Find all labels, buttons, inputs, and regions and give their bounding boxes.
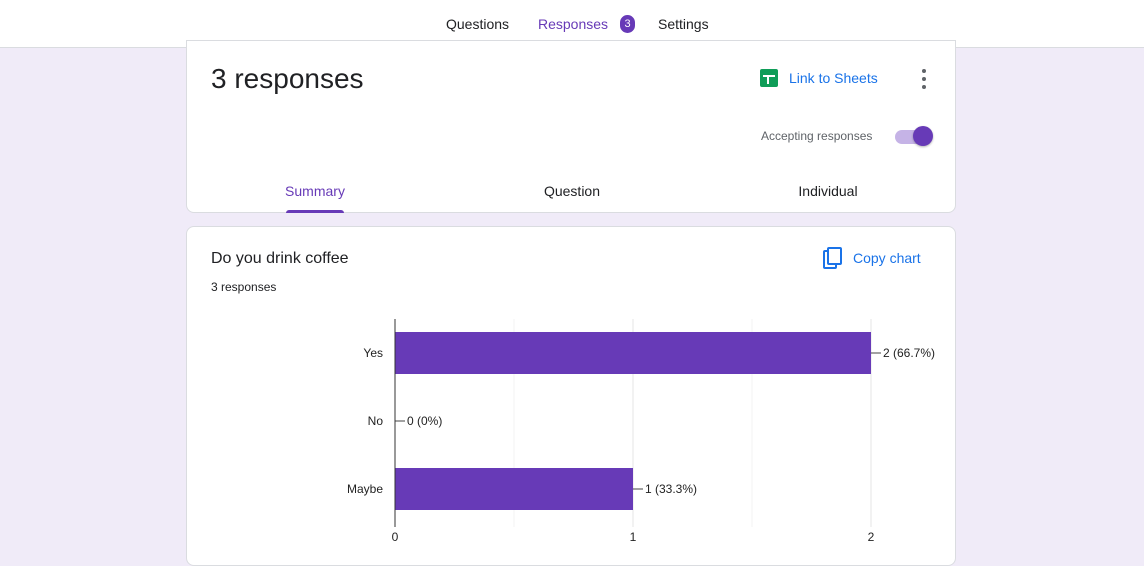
- question-response-count: 3 responses: [211, 280, 277, 294]
- tab-question-label: Question: [543, 183, 601, 199]
- tab-settings[interactable]: Settings: [658, 0, 709, 48]
- category-label: Yes: [363, 346, 383, 360]
- x-tick-label: 2: [868, 530, 875, 544]
- sheets-icon: [760, 69, 778, 87]
- tab-individual-label: Individual: [798, 183, 858, 199]
- bar-yes: [395, 332, 871, 374]
- question-summary-card: Do you drink coffee 3 responses Copy cha…: [186, 226, 956, 566]
- copy-icon: [823, 247, 842, 269]
- tab-questions-label: Questions: [446, 16, 510, 32]
- x-tick-label: 0: [392, 530, 399, 544]
- tab-summary[interactable]: Summary: [251, 171, 379, 213]
- response-bar-chart: Yes 2 (66.7%) No 0 (0%) Maybe 1 (33.3%) 0 1 2: [347, 319, 935, 544]
- tab-summary-label: Summary: [285, 183, 345, 199]
- data-label: 2 (66.7%): [883, 346, 935, 360]
- tab-question[interactable]: Question: [508, 171, 636, 213]
- active-tab-indicator: [286, 210, 344, 213]
- tab-questions[interactable]: Questions: [446, 0, 509, 48]
- data-label: 0 (0%): [407, 414, 442, 428]
- question-title: Do you drink coffee: [211, 250, 349, 267]
- tab-individual[interactable]: Individual: [764, 171, 892, 213]
- more-options-icon[interactable]: [916, 69, 932, 89]
- tab-responses-label: Responses: [538, 16, 609, 32]
- toggle-knob: [913, 126, 933, 146]
- category-label: No: [368, 414, 384, 428]
- link-to-sheets-label: Link to Sheets: [789, 70, 878, 86]
- bar-maybe: [395, 468, 633, 510]
- accepting-responses-label: Accepting responses: [761, 129, 873, 143]
- responses-summary-card: 3 responses Link to Sheets Accepting res…: [186, 40, 956, 213]
- link-to-sheets-button[interactable]: Link to Sheets: [760, 69, 878, 87]
- data-label: 1 (33.3%): [645, 482, 697, 496]
- copy-chart-button[interactable]: Copy chart: [823, 247, 921, 269]
- tab-settings-label: Settings: [658, 16, 709, 32]
- x-tick-label: 1: [630, 530, 637, 544]
- responses-title: 3 responses: [211, 63, 364, 94]
- category-label: Maybe: [347, 482, 383, 496]
- accepting-responses-toggle[interactable]: [893, 126, 933, 146]
- responses-count-badge: 3: [620, 15, 636, 33]
- copy-chart-label: Copy chart: [853, 250, 921, 266]
